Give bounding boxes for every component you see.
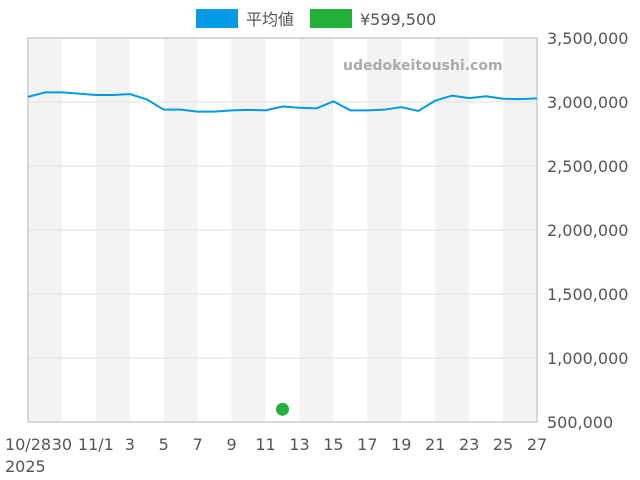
legend-swatch-listing — [310, 9, 352, 28]
x-tick-label: 3 — [125, 435, 135, 454]
y-tick-label: 2,500,000 — [547, 157, 628, 176]
x-tick-label: 9 — [227, 435, 237, 454]
plot-frame — [27, 37, 538, 423]
x-tick-label: 5 — [159, 435, 169, 454]
legend: 平均値 ¥599,500 — [196, 9, 436, 29]
x-tick-label: 11/1 — [78, 435, 114, 454]
series-layer — [27, 91, 538, 416]
legend-label-average: 平均値 — [246, 10, 294, 29]
x-tick-label: 25 — [493, 435, 513, 454]
y-tick-label: 500,000 — [547, 413, 613, 432]
x-year-label: 2025 — [5, 457, 46, 476]
x-tick-label: 21 — [425, 435, 445, 454]
x-axis-ticks: 10/28 30 11/1 3 5 7 9 11 13 15 17 19 21 23 25 27 2025 — [5, 435, 547, 476]
x-tick-label: 11 — [255, 435, 275, 454]
y-tick-label: 2,000,000 — [547, 221, 628, 240]
y-axis-ticks: 3,500,000 3,000,000 2,500,000 2,000,000 1,50… — [547, 29, 628, 432]
x-tick-label: 30 — [52, 435, 72, 454]
x-tick-label: 10/28 — [5, 435, 51, 454]
legend-label-listing: ¥599,500 — [360, 10, 436, 29]
y-tick-label: 3,500,000 — [547, 29, 628, 48]
x-tick-label: 23 — [459, 435, 479, 454]
x-tick-label: 19 — [391, 435, 411, 454]
x-tick-label: 17 — [357, 435, 377, 454]
x-tick-label: 27 — [527, 435, 547, 454]
y-tick-label: 1,000,000 — [547, 349, 628, 368]
watermark: udedokeitoushi.com — [343, 58, 503, 74]
y-tick-label: 1,500,000 — [547, 285, 628, 304]
legend-swatch-average — [196, 9, 238, 28]
x-tick-label: 7 — [193, 435, 203, 454]
listing-price-point — [276, 402, 289, 416]
x-tick-label: 13 — [289, 435, 309, 454]
y-tick-label: 3,000,000 — [547, 93, 628, 112]
x-tick-label: 15 — [323, 435, 343, 454]
